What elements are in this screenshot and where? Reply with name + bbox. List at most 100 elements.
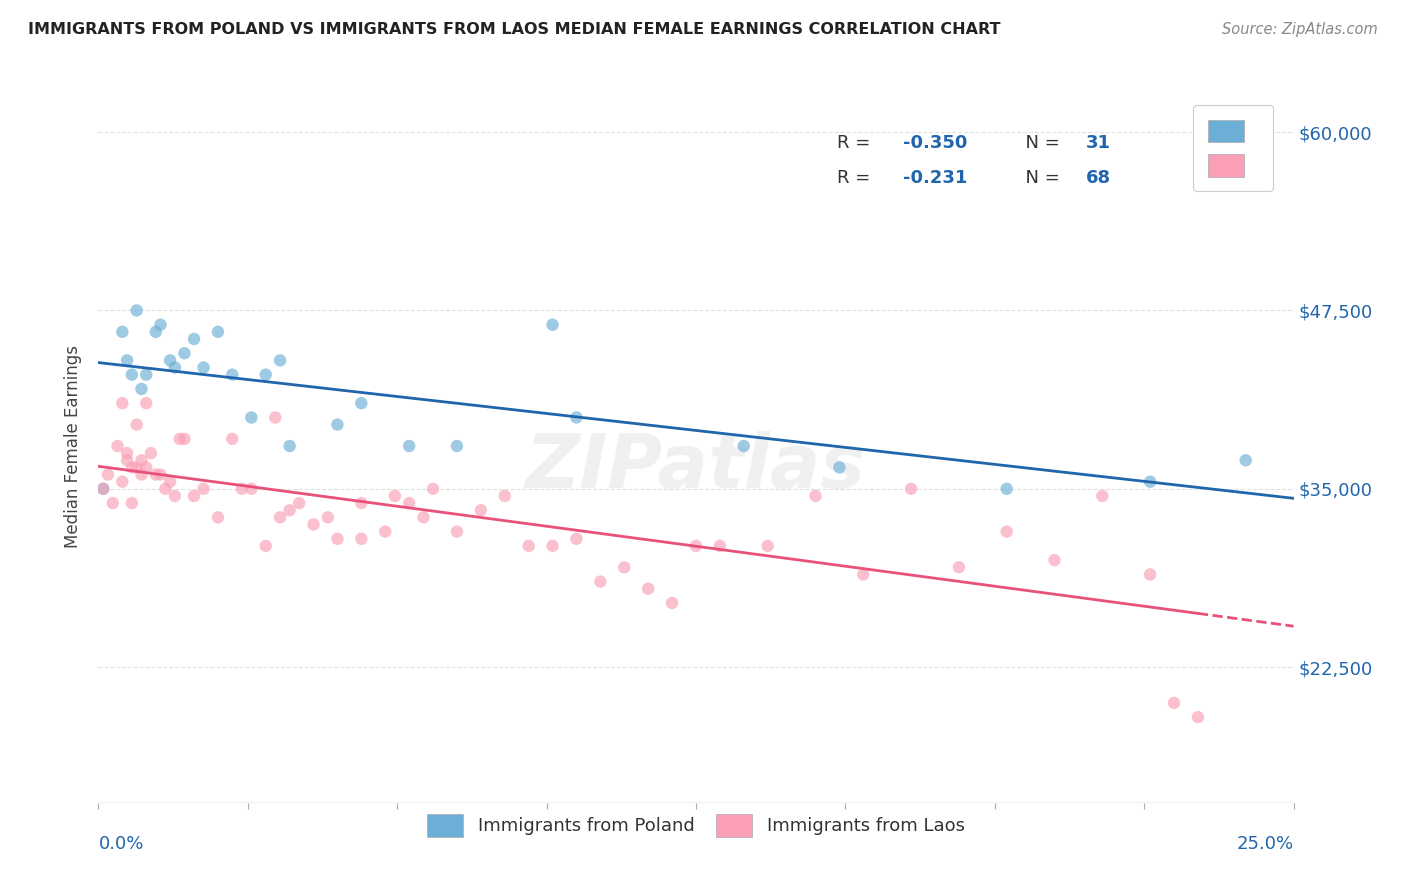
Point xyxy=(115,453,138,467)
Text: 0.0%: 0.0% xyxy=(98,835,143,853)
Point xyxy=(446,524,468,539)
Text: IMMIGRANTS FROM POLAND VS IMMIGRANTS FROM LAOS MEDIAN FEMALE EARNINGS CORRELATIO: IMMIGRANTS FROM POLAND VS IMMIGRANTS FRO… xyxy=(28,22,1001,37)
Point xyxy=(111,325,134,339)
Point xyxy=(155,482,177,496)
Point xyxy=(1139,567,1161,582)
Point xyxy=(159,475,181,489)
Point xyxy=(254,539,277,553)
Point xyxy=(264,410,287,425)
Point xyxy=(163,360,186,375)
Point xyxy=(111,396,134,410)
Point xyxy=(733,439,755,453)
Point xyxy=(91,482,114,496)
Point xyxy=(125,303,148,318)
Point xyxy=(131,467,153,482)
Point xyxy=(254,368,277,382)
Point xyxy=(193,482,215,496)
Point xyxy=(637,582,659,596)
Text: R =: R = xyxy=(837,134,876,152)
Legend: Immigrants from Poland, Immigrants from Laos: Immigrants from Poland, Immigrants from … xyxy=(420,807,972,844)
Point xyxy=(828,460,851,475)
Point xyxy=(207,325,229,339)
Point xyxy=(115,353,138,368)
Point xyxy=(302,517,325,532)
Text: -0.231: -0.231 xyxy=(903,169,967,186)
Point xyxy=(541,318,564,332)
Point xyxy=(494,489,516,503)
Point xyxy=(125,417,148,432)
Point xyxy=(852,567,875,582)
Text: 25.0%: 25.0% xyxy=(1236,835,1294,853)
Text: Source: ZipAtlas.com: Source: ZipAtlas.com xyxy=(1222,22,1378,37)
Point xyxy=(221,432,243,446)
Point xyxy=(326,417,349,432)
Point xyxy=(517,539,540,553)
Point xyxy=(709,539,731,553)
Point xyxy=(145,467,167,482)
Point xyxy=(240,482,263,496)
Point xyxy=(350,496,373,510)
Point xyxy=(121,496,143,510)
Point xyxy=(135,460,157,475)
Point xyxy=(661,596,683,610)
Point xyxy=(173,346,195,360)
Point xyxy=(121,368,143,382)
Point xyxy=(422,482,444,496)
Point xyxy=(1187,710,1209,724)
Point xyxy=(804,489,827,503)
Point xyxy=(207,510,229,524)
Text: N =: N = xyxy=(1014,169,1066,186)
Point xyxy=(1043,553,1066,567)
Point xyxy=(169,432,191,446)
Point xyxy=(145,325,167,339)
Point xyxy=(125,460,148,475)
Point xyxy=(97,467,120,482)
Text: 68: 68 xyxy=(1085,169,1111,186)
Point xyxy=(115,446,138,460)
Point xyxy=(101,496,124,510)
Point xyxy=(446,439,468,453)
Point xyxy=(685,539,707,553)
Point xyxy=(183,489,205,503)
Point xyxy=(278,503,301,517)
Point xyxy=(374,524,396,539)
Text: ZIPatlas: ZIPatlas xyxy=(526,431,866,504)
Point xyxy=(995,482,1018,496)
Point xyxy=(1091,489,1114,503)
Text: R =: R = xyxy=(837,169,876,186)
Point xyxy=(384,489,406,503)
Point xyxy=(173,432,195,446)
Point xyxy=(149,318,172,332)
Point xyxy=(159,353,181,368)
Point xyxy=(613,560,636,574)
Point xyxy=(278,439,301,453)
Point xyxy=(1163,696,1185,710)
Point xyxy=(240,410,263,425)
Point xyxy=(565,410,588,425)
Point xyxy=(269,510,291,524)
Point xyxy=(541,539,564,553)
Y-axis label: Median Female Earnings: Median Female Earnings xyxy=(65,344,83,548)
Point xyxy=(121,460,143,475)
Point xyxy=(756,539,779,553)
Point xyxy=(131,382,153,396)
Point xyxy=(193,360,215,375)
Point xyxy=(149,467,172,482)
Point xyxy=(183,332,205,346)
Point xyxy=(163,489,186,503)
Point xyxy=(231,482,253,496)
Point xyxy=(107,439,129,453)
Point xyxy=(900,482,922,496)
Point xyxy=(135,396,157,410)
Point xyxy=(398,439,420,453)
Point xyxy=(350,532,373,546)
Point xyxy=(326,532,349,546)
Point xyxy=(1234,453,1257,467)
Point xyxy=(948,560,970,574)
Point xyxy=(398,496,420,510)
Point xyxy=(288,496,311,510)
Point xyxy=(350,396,373,410)
Point xyxy=(91,482,114,496)
Point xyxy=(1139,475,1161,489)
Point xyxy=(995,524,1018,539)
